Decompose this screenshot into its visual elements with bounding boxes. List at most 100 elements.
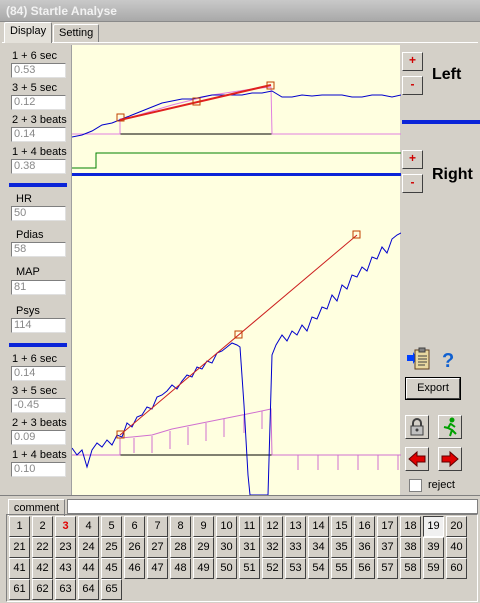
- map-label: MAP: [16, 266, 40, 278]
- left-top-field-3[interactable]: 0.14: [11, 127, 66, 142]
- record-button-3[interactable]: 3: [55, 516, 76, 537]
- record-button-36[interactable]: 36: [354, 537, 375, 558]
- left-top-field-4[interactable]: 0.38: [11, 159, 66, 174]
- reject-checkbox[interactable]: [409, 479, 422, 492]
- run-icon[interactable]: [438, 415, 462, 439]
- record-button-54[interactable]: 54: [308, 558, 329, 579]
- record-button-45[interactable]: 45: [101, 558, 122, 579]
- record-button-64[interactable]: 64: [78, 579, 99, 600]
- record-button-12[interactable]: 12: [262, 516, 283, 537]
- help-icon[interactable]: ?: [436, 347, 460, 372]
- record-button-20[interactable]: 20: [446, 516, 467, 537]
- record-button-1[interactable]: 1: [9, 516, 30, 537]
- record-button-10[interactable]: 10: [216, 516, 237, 537]
- record-button-57[interactable]: 57: [377, 558, 398, 579]
- left-separator-1: [9, 183, 67, 187]
- record-button-41[interactable]: 41: [9, 558, 30, 579]
- record-button-5[interactable]: 5: [101, 516, 122, 537]
- left-bottom-field-4[interactable]: 0.10: [11, 462, 66, 477]
- record-button-18[interactable]: 18: [400, 516, 421, 537]
- left-minus-button[interactable]: -: [402, 76, 423, 95]
- record-button-29[interactable]: 29: [193, 537, 214, 558]
- left-bottom-field-3[interactable]: 0.09: [11, 430, 66, 445]
- record-button-34[interactable]: 34: [308, 537, 329, 558]
- record-button-58[interactable]: 58: [400, 558, 421, 579]
- signal-plot-area[interactable]: [71, 45, 401, 495]
- record-button-42[interactable]: 42: [32, 558, 53, 579]
- pdias-field[interactable]: 58: [11, 242, 66, 257]
- record-button-7[interactable]: 7: [147, 516, 168, 537]
- record-button-23[interactable]: 23: [55, 537, 76, 558]
- arrow-right-icon[interactable]: [438, 447, 462, 471]
- record-button-13[interactable]: 13: [285, 516, 306, 537]
- record-button-25[interactable]: 25: [101, 537, 122, 558]
- record-button-2[interactable]: 2: [32, 516, 53, 537]
- top-red-line: [119, 84, 272, 121]
- record-button-65[interactable]: 65: [101, 579, 122, 600]
- arrow-left-icon[interactable]: [405, 447, 429, 471]
- record-button-40[interactable]: 40: [446, 537, 467, 558]
- record-button-47[interactable]: 47: [147, 558, 168, 579]
- record-button-43[interactable]: 43: [55, 558, 76, 579]
- record-button-30[interactable]: 30: [216, 537, 237, 558]
- record-button-35[interactable]: 35: [331, 537, 352, 558]
- tab-display[interactable]: Display: [4, 22, 53, 43]
- hr-field[interactable]: 50: [11, 206, 66, 221]
- record-button-15[interactable]: 15: [331, 516, 352, 537]
- record-button-33[interactable]: 33: [285, 537, 306, 558]
- left-top-label-1: 1 + 6 sec: [12, 50, 57, 62]
- map-field[interactable]: 81: [11, 280, 66, 295]
- record-button-22[interactable]: 22: [32, 537, 53, 558]
- record-button-60[interactable]: 60: [446, 558, 467, 579]
- record-button-51[interactable]: 51: [239, 558, 260, 579]
- left-plus-button[interactable]: +: [402, 52, 423, 71]
- record-button-38[interactable]: 38: [400, 537, 421, 558]
- record-button-24[interactable]: 24: [78, 537, 99, 558]
- bottom-marker-3: [352, 230, 361, 239]
- record-button-26[interactable]: 26: [124, 537, 145, 558]
- left-top-field-2[interactable]: 0.12: [11, 95, 66, 110]
- tab-setting[interactable]: Setting: [53, 24, 100, 42]
- export-button[interactable]: Export: [405, 377, 461, 400]
- comment-input[interactable]: [67, 499, 478, 514]
- record-button-32[interactable]: 32: [262, 537, 283, 558]
- right-minus-button[interactable]: -: [402, 174, 423, 193]
- record-button-21[interactable]: 21: [9, 537, 30, 558]
- right-plus-button[interactable]: +: [402, 150, 423, 169]
- clipboard-icon[interactable]: [407, 347, 431, 371]
- record-button-59[interactable]: 59: [423, 558, 444, 579]
- record-button-62[interactable]: 62: [32, 579, 53, 600]
- record-button-37[interactable]: 37: [377, 537, 398, 558]
- record-button-46[interactable]: 46: [124, 558, 145, 579]
- psys-field[interactable]: 114: [11, 318, 66, 333]
- left-bottom-field-1[interactable]: 0.14: [11, 366, 66, 381]
- record-button-19[interactable]: 19: [423, 516, 444, 537]
- left-top-field-1[interactable]: 0.53: [11, 63, 66, 78]
- record-button-8[interactable]: 8: [170, 516, 191, 537]
- record-button-63[interactable]: 63: [55, 579, 76, 600]
- record-button-31[interactable]: 31: [239, 537, 260, 558]
- record-button-52[interactable]: 52: [262, 558, 283, 579]
- record-button-56[interactable]: 56: [354, 558, 375, 579]
- record-button-27[interactable]: 27: [147, 537, 168, 558]
- record-button-61[interactable]: 61: [9, 579, 30, 600]
- record-button-55[interactable]: 55: [331, 558, 352, 579]
- record-button-16[interactable]: 16: [354, 516, 375, 537]
- record-button-53[interactable]: 53: [285, 558, 306, 579]
- left-bottom-field-2[interactable]: -0.45: [11, 398, 66, 413]
- record-button-14[interactable]: 14: [308, 516, 329, 537]
- record-button-4[interactable]: 4: [78, 516, 99, 537]
- lock-icon[interactable]: [405, 415, 429, 439]
- record-button-48[interactable]: 48: [170, 558, 191, 579]
- record-button-6[interactable]: 6: [124, 516, 145, 537]
- comment-tab[interactable]: comment: [8, 499, 65, 516]
- record-button-9[interactable]: 9: [193, 516, 214, 537]
- record-button-17[interactable]: 17: [377, 516, 398, 537]
- record-button-44[interactable]: 44: [78, 558, 99, 579]
- record-button-28[interactable]: 28: [170, 537, 191, 558]
- record-button-49[interactable]: 49: [193, 558, 214, 579]
- record-button-39[interactable]: 39: [423, 537, 444, 558]
- record-button-50[interactable]: 50: [216, 558, 237, 579]
- record-button-11[interactable]: 11: [239, 516, 260, 537]
